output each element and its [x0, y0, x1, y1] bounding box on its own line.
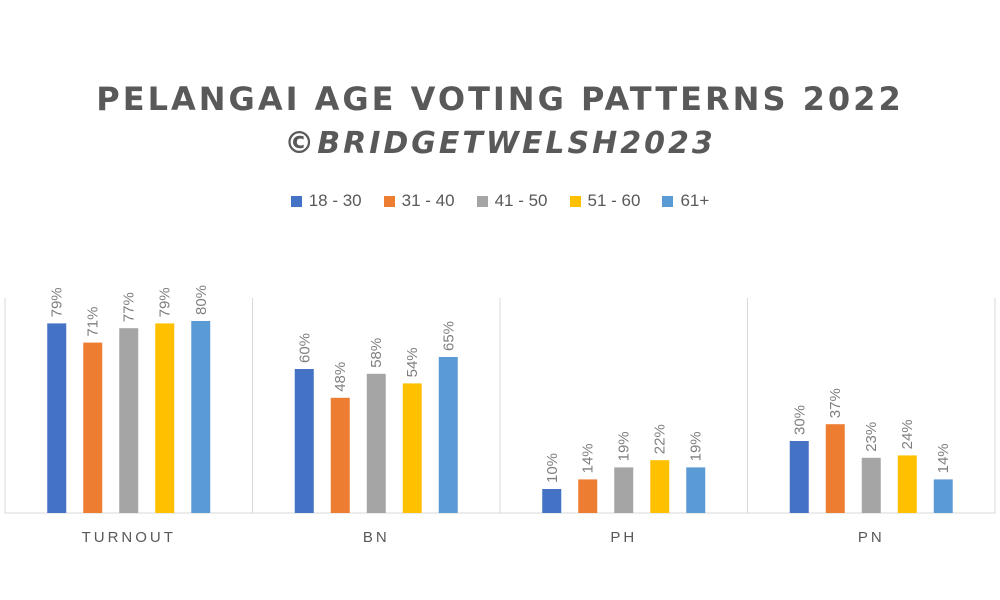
- legend-item: 41 - 50: [476, 191, 548, 211]
- bar: [330, 397, 350, 513]
- chart-title: PELANGAI AGE VOTING PATTERNS 2022: [96, 80, 904, 118]
- data-label: 30%: [791, 405, 808, 435]
- bar: [861, 457, 881, 513]
- legend-label: 31 - 40: [401, 191, 455, 210]
- chart-legend: 18 - 30 31 - 40 41 - 50 51 - 60 61+: [0, 191, 1000, 211]
- category-label: PH: [610, 529, 637, 546]
- legend-swatch: [383, 195, 395, 207]
- data-label: 37%: [827, 388, 844, 418]
- bar: [825, 424, 845, 513]
- data-label: 22%: [652, 424, 669, 454]
- data-label: 14%: [935, 443, 952, 473]
- category-label: TURNOUT: [82, 529, 176, 546]
- data-label: 71%: [85, 307, 102, 337]
- data-label: 14%: [580, 443, 597, 473]
- category-label: BN: [363, 529, 390, 546]
- legend-label: 51 - 60: [587, 191, 641, 210]
- bar: [438, 357, 458, 513]
- data-label: 60%: [296, 333, 313, 363]
- data-label: 19%: [616, 431, 633, 461]
- bar: [402, 383, 422, 513]
- bar: [191, 321, 211, 513]
- data-label: 58%: [368, 338, 385, 368]
- data-label: 65%: [440, 321, 457, 351]
- legend-swatch: [476, 195, 488, 207]
- bar: [119, 328, 139, 513]
- data-label: 54%: [404, 347, 421, 377]
- legend-item: 61+: [662, 191, 709, 211]
- data-label: 24%: [899, 419, 916, 449]
- bar: [366, 373, 386, 513]
- legend-item: 31 - 40: [383, 191, 455, 211]
- data-label: 23%: [863, 422, 880, 452]
- bar: [897, 455, 917, 513]
- legend-swatch: [290, 195, 302, 207]
- bar: [614, 467, 634, 513]
- bar: [47, 323, 67, 513]
- bar: [542, 489, 562, 513]
- bar: [789, 441, 809, 513]
- data-label: 79%: [49, 287, 66, 317]
- legend-swatch: [569, 195, 581, 207]
- bar: [294, 369, 314, 513]
- legend-label: 18 - 30: [308, 191, 362, 210]
- bar: [578, 479, 598, 513]
- data-label: 79%: [157, 287, 174, 317]
- data-label: 77%: [121, 292, 138, 322]
- legend-item: 51 - 60: [569, 191, 641, 211]
- category-label: PN: [858, 529, 885, 546]
- data-label: 80%: [193, 285, 210, 315]
- legend-label: 41 - 50: [494, 191, 548, 210]
- bar: [650, 460, 670, 513]
- legend-item: 18 - 30: [290, 191, 362, 211]
- bar: [686, 467, 706, 513]
- data-label: 48%: [332, 362, 349, 392]
- legend-swatch: [662, 195, 674, 207]
- data-label: 19%: [688, 431, 705, 461]
- data-label: 10%: [544, 453, 561, 483]
- chart-subtitle: ©BRIDGETWELSH2023: [284, 126, 716, 161]
- legend-label: 61+: [680, 191, 710, 210]
- bar: [155, 323, 175, 513]
- bar: [83, 342, 103, 513]
- bar: [933, 479, 953, 513]
